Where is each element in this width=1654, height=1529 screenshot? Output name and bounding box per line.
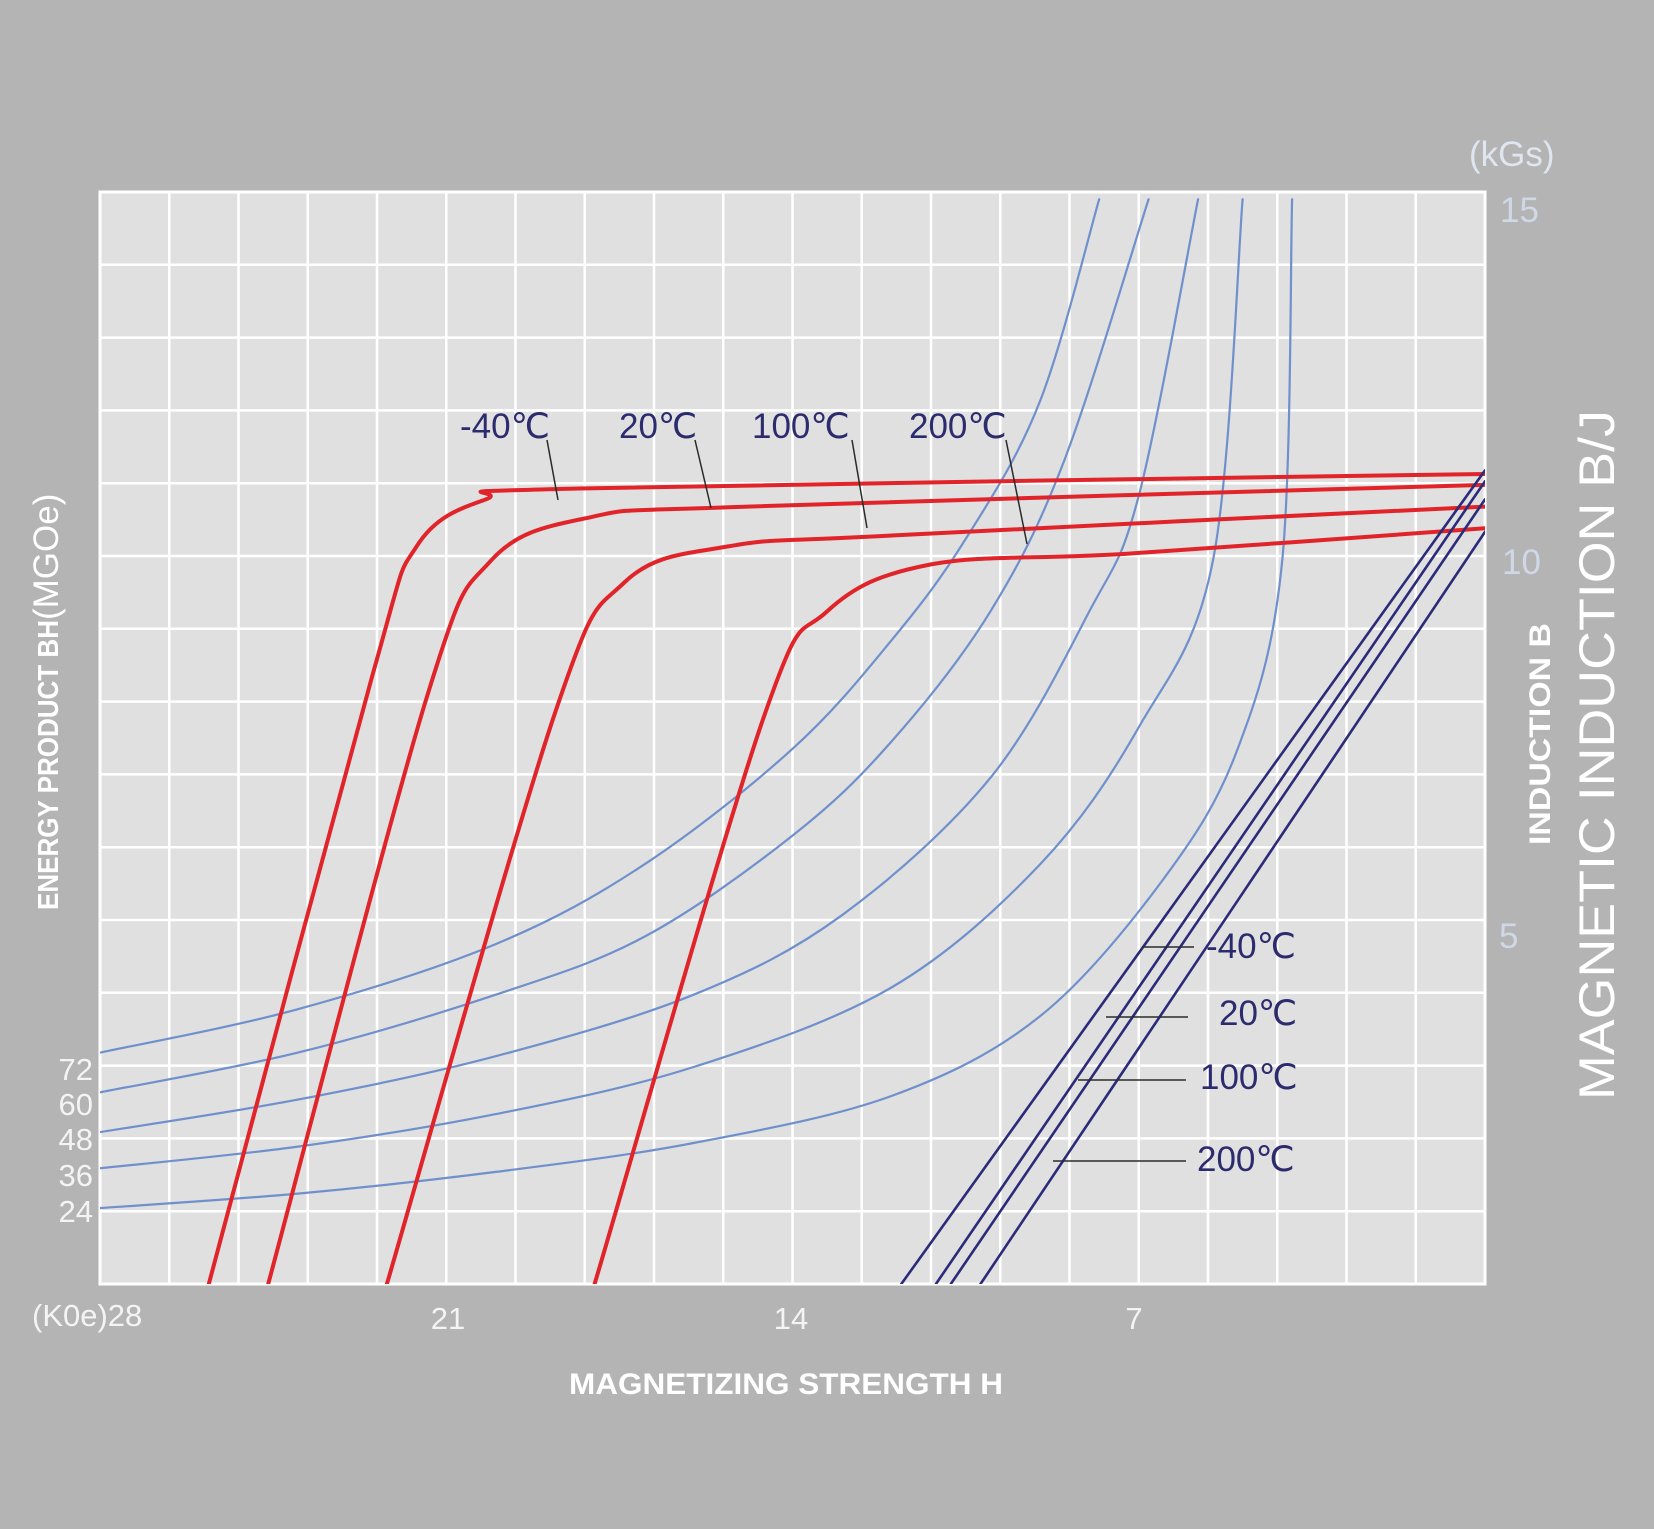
grid xyxy=(100,192,1485,1284)
bh-isoline-4 xyxy=(100,198,1294,1210)
bh-tick-48: 48 xyxy=(59,1122,93,1157)
bh-isoline-0 xyxy=(100,198,1101,1054)
j-demagnetization-curves xyxy=(206,472,1485,1284)
y-left-axis-title: ENERGY PRODUCT BH(MGOe) xyxy=(27,494,66,910)
top-label-minus40: -40℃ xyxy=(460,407,550,446)
b-demagnetization-curves xyxy=(900,469,1485,1284)
bh-tick-36: 36 xyxy=(59,1158,93,1193)
j-curve-3 xyxy=(592,526,1485,1284)
bh-isoline-2 xyxy=(100,198,1200,1134)
bh-isoline-3 xyxy=(100,198,1244,1170)
top-label-100: 100℃ xyxy=(752,407,850,446)
top-label-leaders xyxy=(546,439,1028,545)
b-unit: (kGs) xyxy=(1469,135,1555,174)
x-tick-14: 14 xyxy=(774,1301,808,1336)
b-tick-5: 5 xyxy=(1499,917,1518,956)
right-label-20: 20℃ xyxy=(1219,994,1297,1033)
b-curve-2 xyxy=(949,498,1485,1284)
top-label-200: 200℃ xyxy=(909,407,1007,446)
j-curve-1 xyxy=(266,482,1485,1284)
b-curve-1 xyxy=(934,480,1485,1284)
right-label-minus40: -40℃ xyxy=(1206,927,1296,966)
x-tick-7: 7 xyxy=(1125,1301,1142,1336)
y-right-axis-title-bold: INDUCTION B xyxy=(1524,623,1557,845)
b-curve-0 xyxy=(900,469,1485,1284)
y-left-axis-unit: (MGOe) xyxy=(27,494,66,620)
bh-tick-60: 60 xyxy=(59,1087,93,1122)
bh-tick-labels: 72 60 48 36 24 xyxy=(59,1052,93,1229)
y-right-axis-title-large: MAGNETIC INDUCTION B/J xyxy=(1569,410,1625,1100)
x-axis-title: MAGNETIZING STRENGTH H xyxy=(569,1368,1003,1401)
j-curve-2 xyxy=(384,504,1485,1284)
x-tick-21: 21 xyxy=(431,1301,465,1336)
b-tick-labels: 15 10 5 (kGs) xyxy=(1469,135,1555,956)
bh-tick-24: 24 xyxy=(59,1194,93,1229)
b-tick-10: 10 xyxy=(1502,543,1541,582)
y-left-axis-label: ENERGY PRODUCT BH xyxy=(33,620,65,910)
j-curve-0 xyxy=(206,472,1485,1284)
x-tick-labels: (K0e)28 21 14 7 xyxy=(32,1298,1143,1336)
right-label-100: 100℃ xyxy=(1200,1058,1298,1097)
b-tick-15: 15 xyxy=(1500,191,1539,230)
right-label-leaders xyxy=(1053,946,1194,1162)
b-curve-3 xyxy=(979,530,1485,1284)
right-label-200: 200℃ xyxy=(1197,1140,1295,1179)
bh-tick-72: 72 xyxy=(59,1052,93,1087)
x-tick-28: (K0e)28 xyxy=(32,1298,142,1333)
top-label-20: 20℃ xyxy=(619,407,697,446)
